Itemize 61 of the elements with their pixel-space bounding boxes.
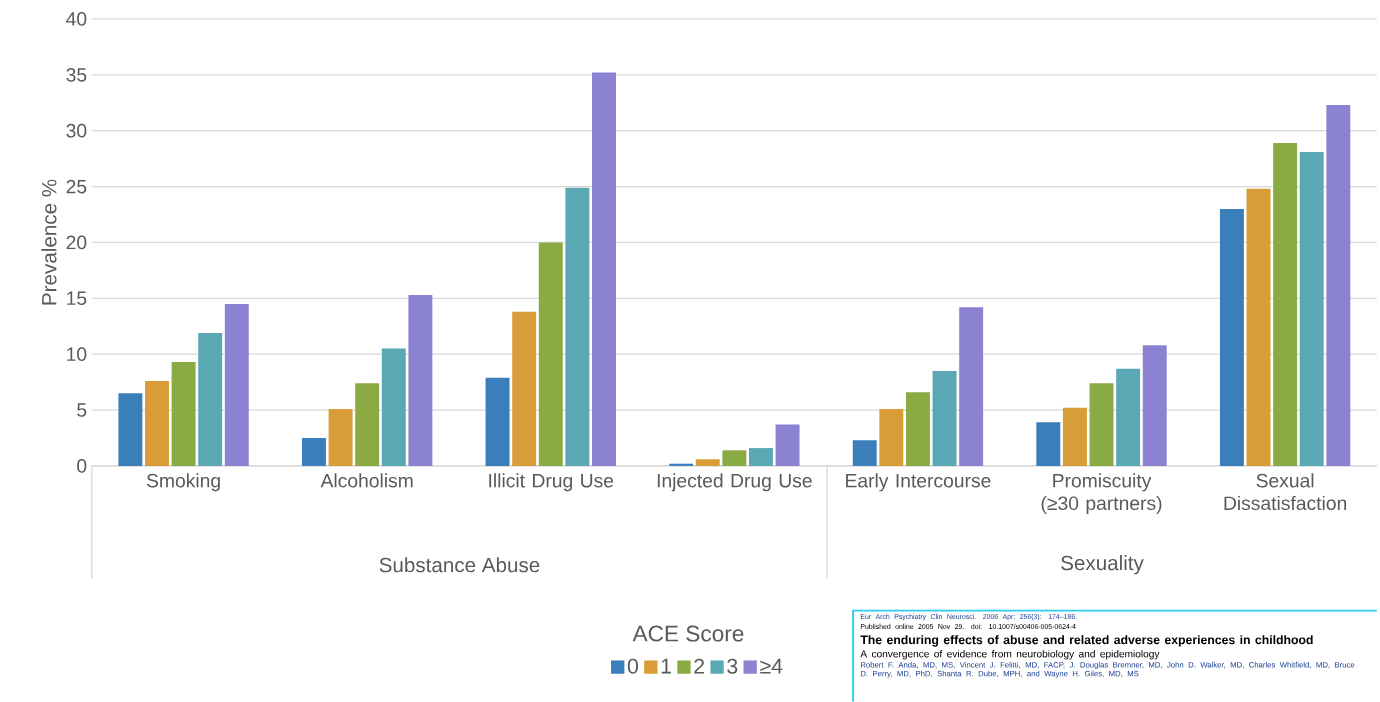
bar	[1116, 368, 1141, 466]
bar	[1273, 142, 1298, 466]
y-tick-label: 20	[66, 235, 87, 250]
bar	[381, 348, 406, 466]
bar	[852, 440, 877, 466]
bar	[355, 383, 380, 466]
bar	[1062, 407, 1087, 466]
bar	[1299, 151, 1324, 466]
bar	[538, 242, 563, 466]
bar	[145, 380, 169, 466]
bar	[224, 303, 249, 466]
x-tick-label: Illicit Drug Use	[489, 473, 614, 492]
bar	[565, 187, 590, 466]
bar	[722, 450, 747, 466]
legend-label: ≥4	[760, 658, 783, 674]
x-tick-label: Promiscuity (≥30 partners)	[1041, 473, 1162, 514]
bar	[592, 72, 616, 466]
bar	[879, 408, 904, 466]
y-tick-label: 35	[66, 67, 87, 82]
text: Sexuality	[1061, 554, 1144, 575]
bar	[748, 447, 773, 466]
y-tick-label: 10	[67, 347, 87, 361]
text: The enduring effects of abuse and related adverse experiences in childhood	[860, 634, 1313, 647]
bar	[905, 392, 930, 466]
bar	[1142, 345, 1167, 466]
bar	[118, 393, 143, 466]
legend-label: 3	[727, 658, 738, 674]
x-tick-label: Early Intercourse	[846, 473, 991, 492]
y-axis-title: Prevalence %	[41, 179, 57, 305]
text: A convergence of evidence from neurobiology and epidemiology	[860, 649, 1160, 660]
x-tick-label: Sexual Dissatisfaction	[1224, 473, 1347, 510]
bar	[171, 361, 196, 466]
bar	[775, 424, 800, 466]
bar	[1246, 188, 1271, 466]
bar	[1036, 422, 1061, 466]
legend-title: ACE Score	[632, 625, 744, 642]
y-tick-label: 15	[67, 291, 87, 305]
legend-label: 0	[627, 658, 639, 674]
legend-label: 2	[694, 658, 705, 674]
y-tick-label: 30	[66, 123, 87, 138]
text: Substance Abuse	[379, 556, 540, 573]
bar	[1089, 383, 1114, 466]
legend-label: 1	[661, 658, 671, 674]
bar	[198, 332, 223, 466]
x-tick-label: Smoking	[146, 473, 220, 492]
y-tick-label: 25	[66, 179, 87, 194]
y-tick-label: 5	[77, 403, 87, 417]
bar	[485, 377, 510, 466]
y-tick-label: 0	[77, 458, 87, 473]
bar	[512, 311, 537, 466]
bar	[1326, 104, 1351, 466]
bar	[328, 408, 353, 466]
bar	[408, 294, 433, 466]
bar	[932, 370, 957, 466]
bar	[301, 437, 326, 466]
bar	[959, 307, 984, 466]
bar	[695, 459, 720, 466]
x-tick-label: Injected Drug Use	[657, 473, 812, 492]
bar	[1219, 208, 1244, 466]
y-tick-label: 40	[66, 11, 87, 26]
x-tick-label: Alcoholism	[320, 473, 413, 488]
